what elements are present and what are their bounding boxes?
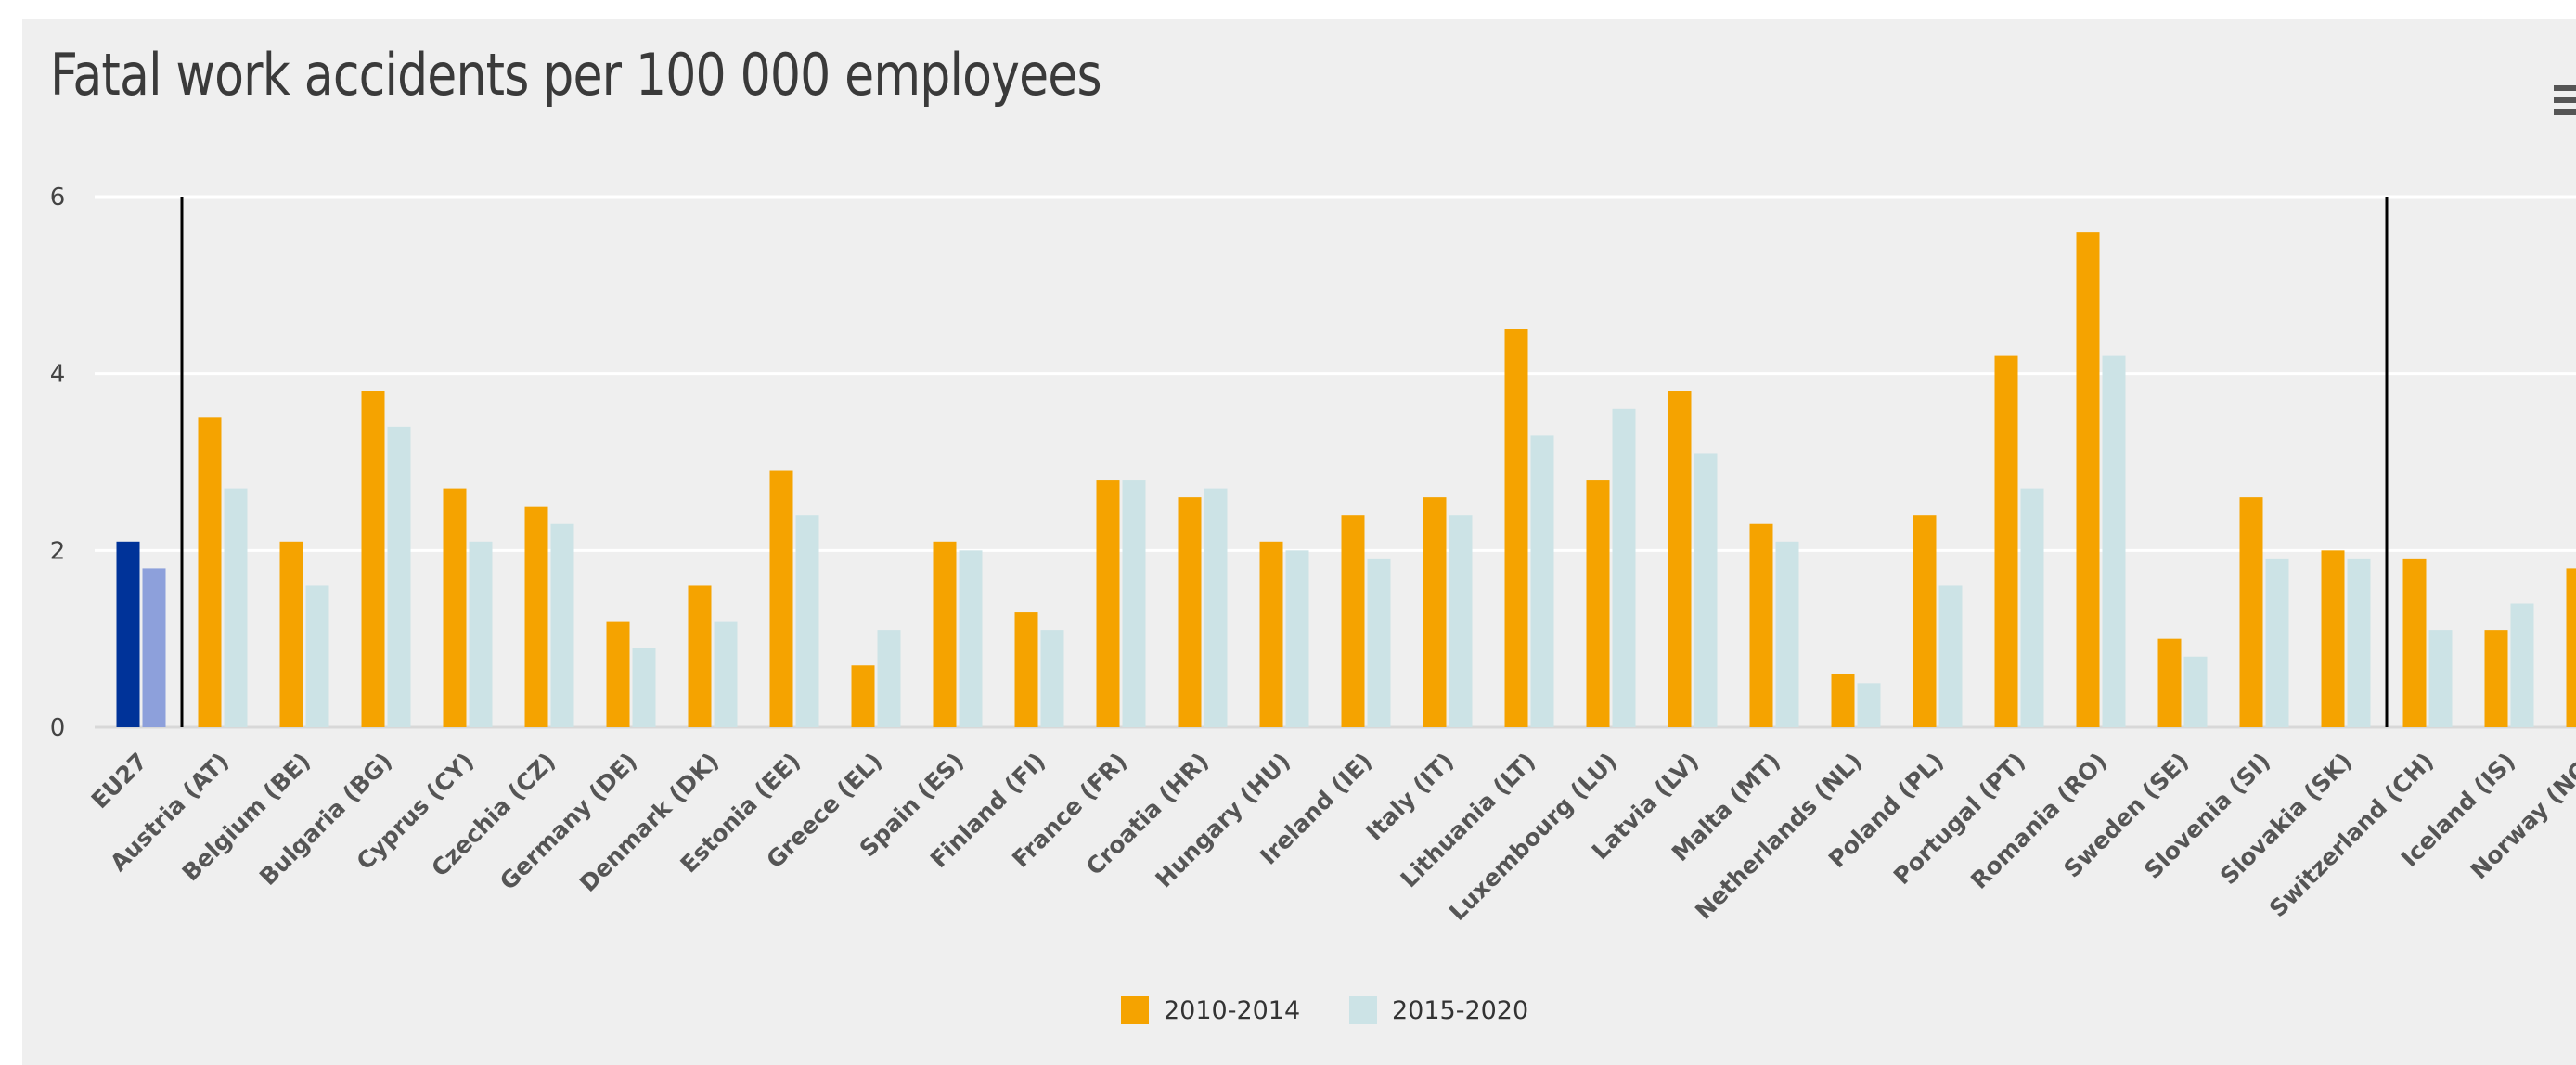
- bar-hungary-hu-2010-2014[interactable]: [1259, 541, 1283, 727]
- legend-item-2015-2020[interactable]: 2015-2020: [1349, 994, 1528, 1027]
- x-tick-label: EU27: [86, 748, 153, 815]
- bar-poland-pl-2010-2014[interactable]: [1913, 515, 1937, 727]
- bar-lithuania-lt-2015-2020[interactable]: [1530, 435, 1554, 727]
- bar-luxembourg-lu-2015-2020[interactable]: [1612, 408, 1636, 727]
- bar-spain-es-2010-2014[interactable]: [933, 541, 957, 727]
- bar-greece-el-2015-2020[interactable]: [877, 630, 901, 727]
- bar-france-fr-2015-2020[interactable]: [1122, 480, 1146, 727]
- bar-austria-at-2015-2020[interactable]: [224, 488, 248, 727]
- bar-austria-at-2010-2014[interactable]: [198, 417, 222, 727]
- legend-label-2015-2020: 2015-2020: [1392, 995, 1529, 1025]
- legend-item-2010-2014[interactable]: 2010-2014: [1121, 994, 1300, 1027]
- bar-belgium-be-2010-2014[interactable]: [279, 541, 303, 727]
- bar-bulgaria-bg-2010-2014[interactable]: [361, 391, 385, 727]
- bar-spain-es-2015-2020[interactable]: [959, 550, 983, 727]
- x-tick-label: Romania (RO): [1965, 748, 2112, 894]
- bar-ireland-ie-2010-2014[interactable]: [1341, 515, 1365, 727]
- bar-eu27-2015-2020[interactable]: [142, 568, 166, 727]
- bar-czechia-cz-2010-2014[interactable]: [524, 506, 548, 727]
- bar-germany-de-2010-2014[interactable]: [606, 621, 630, 727]
- bar-france-fr-2010-2014[interactable]: [1096, 480, 1120, 727]
- bar-denmark-dk-2010-2014[interactable]: [688, 585, 712, 727]
- bar-romania-ro-2010-2014[interactable]: [2076, 232, 2100, 728]
- bar-latvia-lv-2010-2014[interactable]: [1668, 391, 1692, 727]
- bar-estonia-ee-2015-2020[interactable]: [795, 515, 819, 727]
- bar-slovakia-sk-2015-2020[interactable]: [2347, 558, 2371, 727]
- bar-sweden-se-2010-2014[interactable]: [2157, 638, 2182, 727]
- bar-latvia-lv-2015-2020[interactable]: [1694, 453, 1718, 727]
- bar-portugal-pt-2015-2020[interactable]: [2020, 488, 2044, 727]
- y-tick-label: 0: [50, 714, 66, 742]
- y-tick-label: 4: [50, 361, 66, 389]
- x-tick-label: Switzerland (CH): [2264, 748, 2439, 922]
- bar-malta-mt-2010-2014[interactable]: [1749, 523, 1773, 727]
- bar-bulgaria-bg-2015-2020[interactable]: [387, 426, 411, 727]
- bar-slovenia-si-2015-2020[interactable]: [2265, 558, 2289, 727]
- bar-finland-fi-2010-2014[interactable]: [1014, 612, 1038, 727]
- legend-swatch-2010-2014: [1121, 996, 1149, 1024]
- chart-title: Fatal work accidents per 100 000 employe…: [50, 41, 1102, 109]
- bar-netherlands-nl-2015-2020[interactable]: [1857, 683, 1881, 727]
- bar-hungary-hu-2015-2020[interactable]: [1285, 550, 1309, 727]
- x-tick-label: Denmark (DK): [574, 748, 724, 897]
- bar-switzerland-ch-2015-2020[interactable]: [2428, 630, 2453, 727]
- bar-germany-de-2015-2020[interactable]: [632, 648, 656, 727]
- bar-italy-it-2010-2014[interactable]: [1423, 497, 1447, 727]
- bar-iceland-is-2015-2020[interactable]: [2510, 603, 2534, 727]
- bar-cyprus-cy-2015-2020[interactable]: [469, 541, 493, 727]
- bar-denmark-dk-2015-2020[interactable]: [714, 621, 738, 727]
- bar-netherlands-nl-2010-2014[interactable]: [1831, 674, 1855, 727]
- bar-sweden-se-2015-2020[interactable]: [2183, 656, 2208, 727]
- bar-belgium-be-2015-2020[interactable]: [305, 585, 329, 727]
- bar-malta-mt-2015-2020[interactable]: [1775, 541, 1799, 727]
- legend-swatch-2015-2020: [1349, 996, 1377, 1024]
- bar-croatia-hr-2010-2014[interactable]: [1178, 497, 1202, 727]
- bar-luxembourg-lu-2010-2014[interactable]: [1586, 480, 1610, 727]
- bar-slovenia-si-2010-2014[interactable]: [2239, 497, 2263, 727]
- bar-lithuania-lt-2010-2014[interactable]: [1504, 329, 1528, 727]
- legend-label-2010-2014: 2010-2014: [1164, 995, 1301, 1025]
- bar-estonia-ee-2010-2014[interactable]: [769, 470, 793, 727]
- bar-eu27-2010-2014[interactable]: [116, 541, 140, 727]
- bar-cyprus-cy-2010-2014[interactable]: [443, 488, 467, 727]
- bar-portugal-pt-2010-2014[interactable]: [1994, 355, 2018, 727]
- bar-iceland-is-2010-2014[interactable]: [2484, 630, 2508, 727]
- bar-greece-el-2010-2014[interactable]: [851, 665, 875, 727]
- bar-finland-fi-2015-2020[interactable]: [1040, 630, 1064, 727]
- x-tick-label: Germany (DE): [495, 748, 642, 895]
- bar-romania-ro-2015-2020[interactable]: [2102, 355, 2126, 727]
- bar-switzerland-ch-2010-2014[interactable]: [2402, 558, 2427, 727]
- bar-czechia-cz-2015-2020[interactable]: [550, 523, 574, 727]
- bar-italy-it-2015-2020[interactable]: [1449, 515, 1473, 727]
- menu-icon[interactable]: [2554, 85, 2576, 117]
- bar-slovakia-sk-2010-2014[interactable]: [2321, 550, 2345, 727]
- bar-croatia-hr-2015-2020[interactable]: [1204, 488, 1228, 727]
- bar-ireland-ie-2015-2020[interactable]: [1367, 558, 1391, 727]
- y-tick-label: 6: [50, 184, 66, 212]
- bar-poland-pl-2015-2020[interactable]: [1938, 585, 1963, 727]
- bar-norway-no-2010-2014[interactable]: [2566, 568, 2576, 727]
- y-tick-label: 2: [50, 537, 66, 565]
